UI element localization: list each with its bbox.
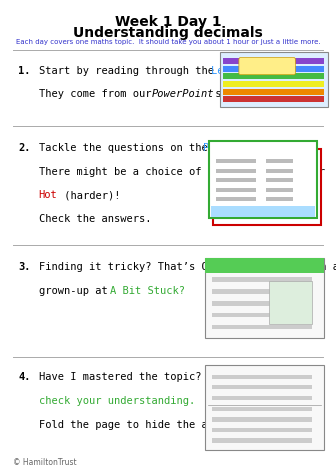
Bar xyxy=(212,407,312,411)
Text: © HamiltonTrust: © HamiltonTrust xyxy=(13,458,77,467)
Bar xyxy=(266,188,293,192)
Text: (harder)!: (harder)! xyxy=(58,190,121,200)
FancyBboxPatch shape xyxy=(220,52,328,107)
Bar xyxy=(212,375,312,379)
Text: Each day covers one maths topic.  It should take you about 1 hour or just a litt: Each day covers one maths topic. It shou… xyxy=(16,39,320,45)
Bar xyxy=(223,66,324,72)
Bar xyxy=(223,73,324,79)
Bar xyxy=(212,385,312,389)
Bar xyxy=(205,258,324,273)
Text: Learning Reminders.: Learning Reminders. xyxy=(211,66,329,76)
Bar xyxy=(212,438,312,443)
Text: Hot: Hot xyxy=(39,190,57,200)
Bar xyxy=(269,281,312,324)
Bar xyxy=(212,417,312,422)
Bar xyxy=(216,188,256,192)
Text: Understanding decimals: Understanding decimals xyxy=(73,26,263,40)
Text: Have I mastered the topic? A few questions to: Have I mastered the topic? A few questio… xyxy=(39,372,320,382)
Bar xyxy=(223,89,324,95)
Text: grown-up at: grown-up at xyxy=(39,286,114,296)
Bar xyxy=(266,178,293,182)
Bar xyxy=(212,277,312,282)
Bar xyxy=(216,197,256,201)
Text: 2.: 2. xyxy=(18,143,31,153)
FancyBboxPatch shape xyxy=(239,58,295,75)
Text: Check the answers.: Check the answers. xyxy=(39,214,151,224)
Text: They come from our: They come from our xyxy=(39,89,157,99)
Text: Week 1 Day 1: Week 1 Day 1 xyxy=(115,15,221,29)
Text: (easier) or: (easier) or xyxy=(250,167,325,177)
Bar xyxy=(212,313,312,317)
Bar xyxy=(212,301,312,306)
FancyBboxPatch shape xyxy=(205,258,324,338)
Bar xyxy=(223,81,324,87)
Bar xyxy=(223,58,324,64)
Bar xyxy=(216,178,256,182)
Text: Mild: Mild xyxy=(229,167,254,177)
Bar xyxy=(223,96,324,102)
Text: check your understanding.: check your understanding. xyxy=(39,396,195,406)
Bar xyxy=(216,159,256,163)
Text: Tackle the questions on the: Tackle the questions on the xyxy=(39,143,214,153)
Bar xyxy=(266,197,293,201)
Text: Fold the page to hide the answers!: Fold the page to hide the answers! xyxy=(39,420,251,430)
Text: Practice Sheet.: Practice Sheet. xyxy=(203,143,297,153)
Text: slides.: slides. xyxy=(209,89,259,99)
Bar xyxy=(266,159,293,163)
Text: Start by reading through the: Start by reading through the xyxy=(39,66,220,76)
Text: 1.: 1. xyxy=(18,66,31,76)
Bar xyxy=(216,207,256,211)
Bar xyxy=(216,169,256,173)
FancyBboxPatch shape xyxy=(213,149,321,225)
Bar xyxy=(212,396,312,400)
FancyBboxPatch shape xyxy=(205,365,324,450)
Bar xyxy=(211,206,315,217)
Text: 4.: 4. xyxy=(18,372,31,382)
Text: Finding it tricky? That’s OK... have a go with a: Finding it tricky? That’s OK... have a g… xyxy=(39,262,336,272)
Bar xyxy=(212,428,312,432)
Bar xyxy=(212,325,312,329)
Text: PowerPoint: PowerPoint xyxy=(152,89,215,99)
Bar xyxy=(266,207,293,211)
FancyBboxPatch shape xyxy=(209,141,317,218)
Bar xyxy=(266,169,293,173)
Text: A Bit Stuck?: A Bit Stuck? xyxy=(110,286,185,296)
Text: There might be a choice of either: There might be a choice of either xyxy=(39,167,251,177)
Bar xyxy=(212,289,312,294)
Text: 3.: 3. xyxy=(18,262,31,272)
